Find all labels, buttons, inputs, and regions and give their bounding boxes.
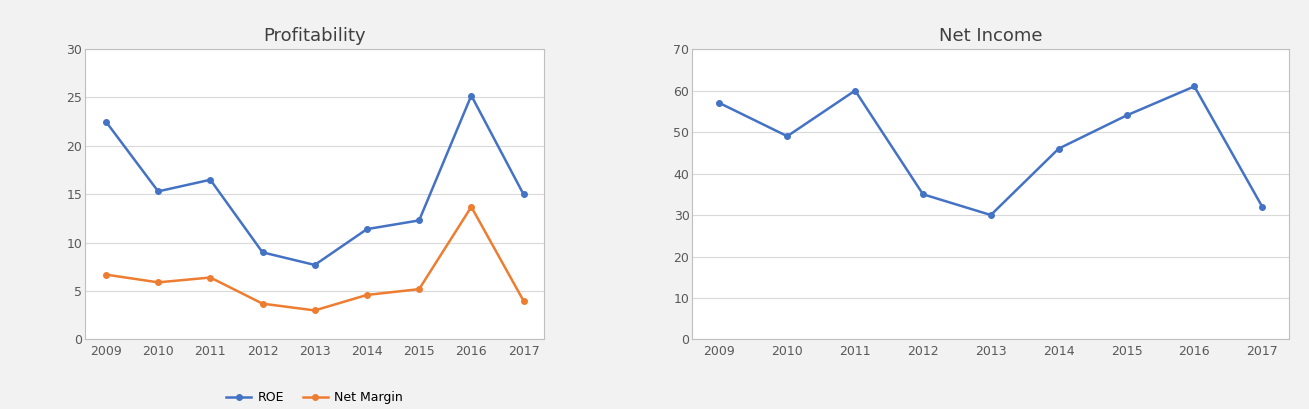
Title: Net Income: Net Income <box>939 27 1042 45</box>
ROE <box>411 218 427 223</box>
Net Margin <box>255 301 271 306</box>
ROE <box>359 227 374 231</box>
ROE <box>203 178 219 182</box>
ROE <box>151 189 166 194</box>
Net Margin <box>516 298 531 303</box>
ROE <box>98 119 114 124</box>
Net Margin <box>463 204 479 209</box>
Net Margin <box>411 287 427 292</box>
Net Margin <box>98 272 114 277</box>
Line: Net Margin: Net Margin <box>103 204 526 313</box>
ROE <box>255 250 271 255</box>
Net Margin <box>359 292 374 297</box>
Net Margin <box>306 308 322 313</box>
Net Margin <box>203 275 219 280</box>
ROE <box>463 93 479 98</box>
ROE <box>306 263 322 267</box>
Net Margin <box>151 280 166 285</box>
Title: Profitability: Profitability <box>263 27 367 45</box>
Line: ROE: ROE <box>103 93 526 268</box>
ROE <box>516 192 531 197</box>
Legend: ROE, Net Margin: ROE, Net Margin <box>221 387 408 409</box>
